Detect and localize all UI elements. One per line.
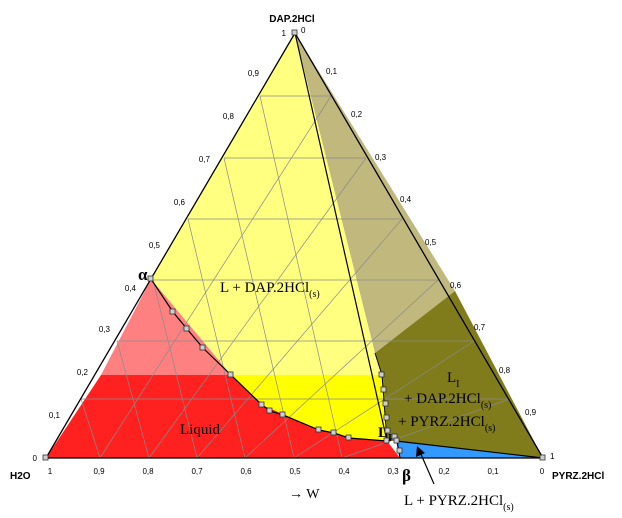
region-olive-upper (295, 33, 455, 353)
region-dap-upper (151, 33, 382, 375)
region-liquid-lower (46, 375, 400, 458)
svg-text:0,2: 0,2 (438, 467, 450, 476)
svg-text:1: 1 (48, 467, 53, 476)
left-tick-labels: 0 0,1 0,2 0,3 0,4 0,5 0,6 0,7 0,8 0,9 1 (33, 29, 287, 463)
tie-line-pyrz-li (395, 440, 544, 459)
svg-text:0,2: 0,2 (351, 110, 363, 119)
svg-text:0,1: 0,1 (487, 467, 499, 476)
vertex-label-left: H2O (10, 471, 31, 482)
svg-text:0,7: 0,7 (191, 467, 203, 476)
svg-text:0,8: 0,8 (499, 366, 511, 375)
svg-text:0,6: 0,6 (240, 467, 252, 476)
svg-text:0,4: 0,4 (125, 284, 137, 293)
region-olive-lower (375, 291, 543, 458)
label-three-phase-l: LI (447, 370, 460, 390)
svg-text:0,3: 0,3 (375, 153, 387, 162)
label-three-phase-pyrz: + PYRZ.2HCl(s) (398, 414, 495, 434)
svg-text:0,5: 0,5 (149, 241, 161, 250)
label-pyrz-region: L + PYRZ.2HCl(s) (404, 493, 514, 513)
svg-text:0: 0 (33, 454, 38, 463)
svg-text:1: 1 (550, 452, 555, 461)
svg-text:0: 0 (540, 467, 545, 476)
svg-text:0,1: 0,1 (49, 411, 61, 420)
vertex-label-top: DAP.2HCl (269, 14, 315, 25)
triangle-outline (44, 31, 545, 459)
right-tick-labels: 0 0,1 0,2 0,3 0,4 0,5 0,6 0,7 0,8 0,9 1 (301, 26, 555, 461)
label-dap-region: L + DAP.2HCl(s) (220, 280, 320, 300)
svg-text:1: 1 (282, 29, 287, 38)
svg-text:0,9: 0,9 (93, 467, 105, 476)
svg-text:0,4: 0,4 (338, 467, 350, 476)
pyrz-arrow-head (416, 446, 425, 457)
svg-text:0,5: 0,5 (289, 467, 301, 476)
axis-arrow-label: → W (289, 487, 320, 502)
tie-line-dap-li (294, 32, 388, 442)
region-liquid-upper (101, 279, 231, 375)
label-three-phase-dap: + DAP.2HCl(s) (404, 391, 491, 411)
label-beta: β (402, 466, 411, 485)
svg-text:0,2: 0,2 (77, 368, 89, 377)
svg-text:0,6: 0,6 (450, 281, 462, 290)
pyrz-arrow-line (419, 451, 435, 485)
svg-text:0,8: 0,8 (142, 467, 154, 476)
svg-text:0,8: 0,8 (223, 112, 235, 121)
label-li-point: LI (378, 425, 392, 444)
svg-text:0,9: 0,9 (248, 69, 260, 78)
triangle-grid (80, 95, 511, 459)
svg-text:0,7: 0,7 (474, 323, 486, 332)
svg-text:0,6: 0,6 (174, 198, 186, 207)
svg-text:0,9: 0,9 (525, 408, 537, 417)
svg-text:0,7: 0,7 (199, 155, 211, 164)
svg-text:0,1: 0,1 (326, 67, 338, 76)
region-dap-lower (231, 375, 387, 441)
experimental-points (42, 29, 546, 461)
svg-text:0,5: 0,5 (425, 238, 437, 247)
svg-text:0,3: 0,3 (387, 467, 399, 476)
svg-text:0,4: 0,4 (400, 195, 412, 204)
svg-text:0,3: 0,3 (99, 325, 111, 334)
label-alpha: α (138, 265, 148, 284)
svg-text:0: 0 (301, 26, 306, 35)
bottom-tick-labels: 1 0,9 0,8 0,7 0,6 0,5 0,4 0,3 0,2 0,1 0 (48, 467, 545, 476)
label-liquid: Liquid (180, 422, 220, 438)
vertex-label-right: PYRZ.2HCl (552, 471, 604, 482)
